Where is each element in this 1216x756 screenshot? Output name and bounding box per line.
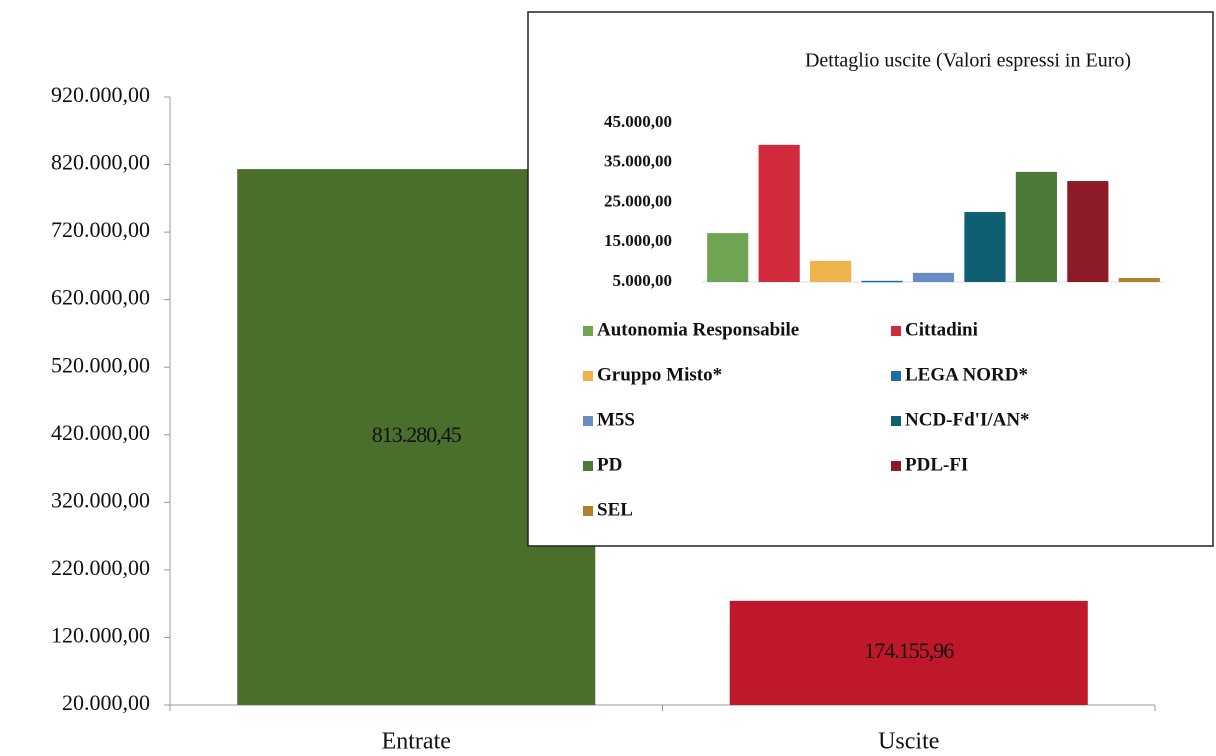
legend-swatch bbox=[891, 326, 901, 336]
legend-label: Cittadini bbox=[905, 319, 978, 340]
legend-swatch bbox=[583, 371, 593, 381]
legend-label: PD bbox=[597, 454, 622, 475]
y-tick-label: 720.000,00 bbox=[51, 217, 150, 242]
legend-swatch bbox=[583, 416, 593, 426]
y-tick-label: 5.000,00 bbox=[613, 271, 673, 290]
data-label: 813.280,45 bbox=[372, 422, 462, 447]
legend-label: M5S bbox=[597, 409, 635, 430]
inset-title: Dettaglio uscite (Valori espressi in Eur… bbox=[805, 50, 1131, 72]
bar bbox=[729, 600, 1088, 705]
bar bbox=[1118, 278, 1160, 282]
legend-swatch bbox=[891, 416, 901, 426]
y-tick-label: 820.000,00 bbox=[51, 150, 150, 175]
y-tick-label: 25.000,00 bbox=[604, 191, 672, 210]
legend-label: SEL bbox=[597, 499, 633, 520]
legend-label: NCD-Fd'I/AN* bbox=[905, 409, 1030, 430]
legend-label: Gruppo Misto* bbox=[597, 364, 722, 385]
legend-label: Autonomia Responsabile bbox=[597, 319, 799, 340]
y-tick-label: 520.000,00 bbox=[51, 352, 150, 377]
legend-swatch bbox=[891, 371, 901, 381]
y-tick-label: 45.000,00 bbox=[604, 112, 672, 131]
y-tick-label: 320.000,00 bbox=[51, 487, 150, 512]
legend-label: LEGA NORD* bbox=[905, 364, 1028, 385]
y-tick-label: 120.000,00 bbox=[51, 622, 150, 647]
y-tick-label: 620.000,00 bbox=[51, 285, 150, 310]
legend-swatch bbox=[583, 506, 593, 516]
data-label: 174.155,96 bbox=[864, 638, 954, 663]
y-tick-label: 35.000,00 bbox=[604, 152, 672, 171]
y-tick-label: 420.000,00 bbox=[51, 420, 150, 445]
bar bbox=[861, 280, 903, 283]
legend-label: PDL-FI bbox=[905, 454, 968, 475]
bar bbox=[707, 233, 749, 282]
bar bbox=[964, 212, 1006, 282]
bar bbox=[758, 144, 800, 282]
y-tick-label: 920.000,00 bbox=[51, 82, 150, 107]
legend-swatch bbox=[891, 461, 901, 471]
bar bbox=[1067, 181, 1109, 282]
legend-swatch bbox=[583, 326, 593, 336]
y-tick-label: 15.000,00 bbox=[604, 231, 672, 250]
y-tick-label: 220.000,00 bbox=[51, 555, 150, 580]
bar bbox=[912, 272, 955, 282]
y-tick-label: 20.000,00 bbox=[62, 690, 150, 715]
legend-swatch bbox=[583, 461, 593, 471]
x-tick-label: Entrate bbox=[382, 729, 451, 755]
x-tick-label: Uscite bbox=[878, 729, 939, 755]
bar bbox=[810, 260, 852, 282]
bar bbox=[1015, 171, 1057, 282]
